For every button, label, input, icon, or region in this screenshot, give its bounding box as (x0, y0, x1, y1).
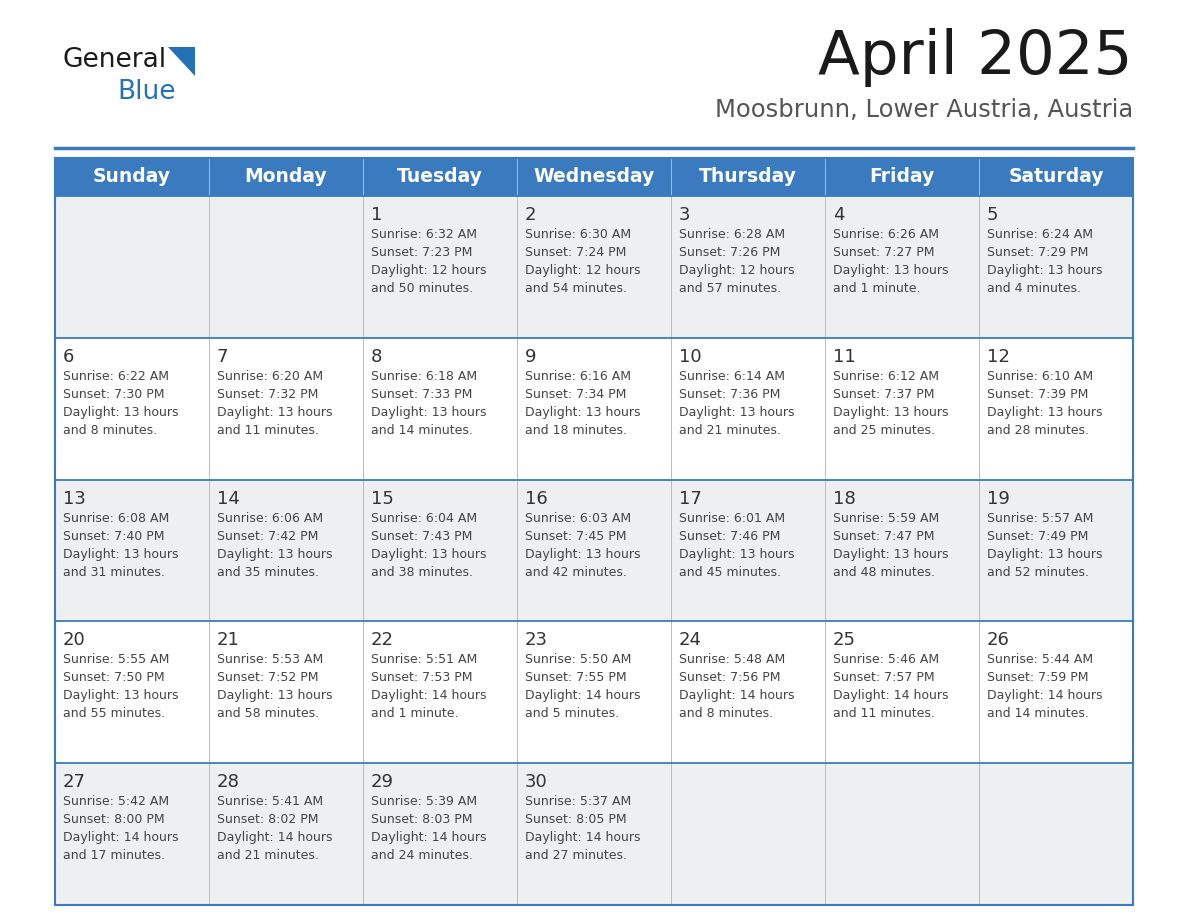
Text: Saturday: Saturday (1009, 167, 1104, 186)
Text: April 2025: April 2025 (819, 28, 1133, 87)
Text: Friday: Friday (870, 167, 935, 186)
FancyBboxPatch shape (55, 621, 1133, 763)
Text: 22: 22 (371, 632, 394, 649)
Text: Sunrise: 6:26 AM
Sunset: 7:27 PM
Daylight: 13 hours
and 1 minute.: Sunrise: 6:26 AM Sunset: 7:27 PM Dayligh… (833, 228, 948, 295)
Text: General: General (62, 47, 166, 73)
Text: Sunrise: 5:46 AM
Sunset: 7:57 PM
Daylight: 14 hours
and 11 minutes.: Sunrise: 5:46 AM Sunset: 7:57 PM Dayligh… (833, 654, 948, 721)
Text: 17: 17 (680, 489, 702, 508)
Text: 12: 12 (987, 348, 1010, 365)
Text: 30: 30 (525, 773, 548, 791)
Text: 14: 14 (217, 489, 240, 508)
Text: Sunrise: 6:10 AM
Sunset: 7:39 PM
Daylight: 13 hours
and 28 minutes.: Sunrise: 6:10 AM Sunset: 7:39 PM Dayligh… (987, 370, 1102, 437)
Text: Sunrise: 6:04 AM
Sunset: 7:43 PM
Daylight: 13 hours
and 38 minutes.: Sunrise: 6:04 AM Sunset: 7:43 PM Dayligh… (371, 511, 487, 578)
Text: Sunrise: 5:42 AM
Sunset: 8:00 PM
Daylight: 14 hours
and 17 minutes.: Sunrise: 5:42 AM Sunset: 8:00 PM Dayligh… (63, 795, 178, 862)
Text: Sunrise: 5:48 AM
Sunset: 7:56 PM
Daylight: 14 hours
and 8 minutes.: Sunrise: 5:48 AM Sunset: 7:56 PM Dayligh… (680, 654, 795, 721)
Text: 11: 11 (833, 348, 855, 365)
Text: Wednesday: Wednesday (533, 167, 655, 186)
Text: Sunrise: 6:12 AM
Sunset: 7:37 PM
Daylight: 13 hours
and 25 minutes.: Sunrise: 6:12 AM Sunset: 7:37 PM Dayligh… (833, 370, 948, 437)
Text: Sunrise: 5:44 AM
Sunset: 7:59 PM
Daylight: 14 hours
and 14 minutes.: Sunrise: 5:44 AM Sunset: 7:59 PM Dayligh… (987, 654, 1102, 721)
Text: Sunrise: 6:30 AM
Sunset: 7:24 PM
Daylight: 12 hours
and 54 minutes.: Sunrise: 6:30 AM Sunset: 7:24 PM Dayligh… (525, 228, 640, 295)
Polygon shape (168, 47, 195, 76)
Text: Sunrise: 6:18 AM
Sunset: 7:33 PM
Daylight: 13 hours
and 14 minutes.: Sunrise: 6:18 AM Sunset: 7:33 PM Dayligh… (371, 370, 487, 437)
Text: 2: 2 (525, 206, 537, 224)
Text: Sunrise: 6:08 AM
Sunset: 7:40 PM
Daylight: 13 hours
and 31 minutes.: Sunrise: 6:08 AM Sunset: 7:40 PM Dayligh… (63, 511, 178, 578)
FancyBboxPatch shape (55, 158, 1133, 196)
Text: Sunrise: 5:57 AM
Sunset: 7:49 PM
Daylight: 13 hours
and 52 minutes.: Sunrise: 5:57 AM Sunset: 7:49 PM Dayligh… (987, 511, 1102, 578)
Text: 4: 4 (833, 206, 845, 224)
Text: 19: 19 (987, 489, 1010, 508)
Text: Sunrise: 5:51 AM
Sunset: 7:53 PM
Daylight: 14 hours
and 1 minute.: Sunrise: 5:51 AM Sunset: 7:53 PM Dayligh… (371, 654, 487, 721)
Text: 20: 20 (63, 632, 86, 649)
Text: 27: 27 (63, 773, 86, 791)
Text: Sunrise: 5:55 AM
Sunset: 7:50 PM
Daylight: 13 hours
and 55 minutes.: Sunrise: 5:55 AM Sunset: 7:50 PM Dayligh… (63, 654, 178, 721)
Text: Sunrise: 5:41 AM
Sunset: 8:02 PM
Daylight: 14 hours
and 21 minutes.: Sunrise: 5:41 AM Sunset: 8:02 PM Dayligh… (217, 795, 333, 862)
Text: Sunrise: 6:28 AM
Sunset: 7:26 PM
Daylight: 12 hours
and 57 minutes.: Sunrise: 6:28 AM Sunset: 7:26 PM Dayligh… (680, 228, 795, 295)
Text: Sunrise: 6:01 AM
Sunset: 7:46 PM
Daylight: 13 hours
and 45 minutes.: Sunrise: 6:01 AM Sunset: 7:46 PM Dayligh… (680, 511, 795, 578)
Text: Moosbrunn, Lower Austria, Austria: Moosbrunn, Lower Austria, Austria (715, 98, 1133, 122)
Text: Thursday: Thursday (699, 167, 797, 186)
Text: 5: 5 (987, 206, 998, 224)
Text: 6: 6 (63, 348, 75, 365)
FancyBboxPatch shape (55, 196, 1133, 338)
Text: Sunrise: 5:39 AM
Sunset: 8:03 PM
Daylight: 14 hours
and 24 minutes.: Sunrise: 5:39 AM Sunset: 8:03 PM Dayligh… (371, 795, 487, 862)
Text: 10: 10 (680, 348, 702, 365)
Text: 24: 24 (680, 632, 702, 649)
Text: Tuesday: Tuesday (397, 167, 484, 186)
Text: 18: 18 (833, 489, 855, 508)
Text: 13: 13 (63, 489, 86, 508)
Text: 26: 26 (987, 632, 1010, 649)
Text: Sunrise: 6:06 AM
Sunset: 7:42 PM
Daylight: 13 hours
and 35 minutes.: Sunrise: 6:06 AM Sunset: 7:42 PM Dayligh… (217, 511, 333, 578)
Text: 3: 3 (680, 206, 690, 224)
FancyBboxPatch shape (55, 479, 1133, 621)
Text: Sunrise: 6:32 AM
Sunset: 7:23 PM
Daylight: 12 hours
and 50 minutes.: Sunrise: 6:32 AM Sunset: 7:23 PM Dayligh… (371, 228, 487, 295)
Text: 29: 29 (371, 773, 394, 791)
Text: Sunday: Sunday (93, 167, 171, 186)
FancyBboxPatch shape (55, 763, 1133, 905)
Text: Sunrise: 6:20 AM
Sunset: 7:32 PM
Daylight: 13 hours
and 11 minutes.: Sunrise: 6:20 AM Sunset: 7:32 PM Dayligh… (217, 370, 333, 437)
Text: 25: 25 (833, 632, 857, 649)
Text: Sunrise: 6:14 AM
Sunset: 7:36 PM
Daylight: 13 hours
and 21 minutes.: Sunrise: 6:14 AM Sunset: 7:36 PM Dayligh… (680, 370, 795, 437)
Text: Sunrise: 6:16 AM
Sunset: 7:34 PM
Daylight: 13 hours
and 18 minutes.: Sunrise: 6:16 AM Sunset: 7:34 PM Dayligh… (525, 370, 640, 437)
Text: Monday: Monday (245, 167, 328, 186)
Text: 21: 21 (217, 632, 240, 649)
Text: Sunrise: 5:53 AM
Sunset: 7:52 PM
Daylight: 13 hours
and 58 minutes.: Sunrise: 5:53 AM Sunset: 7:52 PM Dayligh… (217, 654, 333, 721)
FancyBboxPatch shape (55, 338, 1133, 479)
Text: 16: 16 (525, 489, 548, 508)
Text: Sunrise: 6:24 AM
Sunset: 7:29 PM
Daylight: 13 hours
and 4 minutes.: Sunrise: 6:24 AM Sunset: 7:29 PM Dayligh… (987, 228, 1102, 295)
Text: 23: 23 (525, 632, 548, 649)
Text: Sunrise: 5:37 AM
Sunset: 8:05 PM
Daylight: 14 hours
and 27 minutes.: Sunrise: 5:37 AM Sunset: 8:05 PM Dayligh… (525, 795, 640, 862)
Text: 28: 28 (217, 773, 240, 791)
Text: Blue: Blue (116, 79, 176, 105)
Text: Sunrise: 5:50 AM
Sunset: 7:55 PM
Daylight: 14 hours
and 5 minutes.: Sunrise: 5:50 AM Sunset: 7:55 PM Dayligh… (525, 654, 640, 721)
Text: 9: 9 (525, 348, 537, 365)
Text: 7: 7 (217, 348, 228, 365)
Text: 1: 1 (371, 206, 383, 224)
Text: Sunrise: 5:59 AM
Sunset: 7:47 PM
Daylight: 13 hours
and 48 minutes.: Sunrise: 5:59 AM Sunset: 7:47 PM Dayligh… (833, 511, 948, 578)
Text: 8: 8 (371, 348, 383, 365)
Text: Sunrise: 6:22 AM
Sunset: 7:30 PM
Daylight: 13 hours
and 8 minutes.: Sunrise: 6:22 AM Sunset: 7:30 PM Dayligh… (63, 370, 178, 437)
Text: 15: 15 (371, 489, 394, 508)
Text: Sunrise: 6:03 AM
Sunset: 7:45 PM
Daylight: 13 hours
and 42 minutes.: Sunrise: 6:03 AM Sunset: 7:45 PM Dayligh… (525, 511, 640, 578)
